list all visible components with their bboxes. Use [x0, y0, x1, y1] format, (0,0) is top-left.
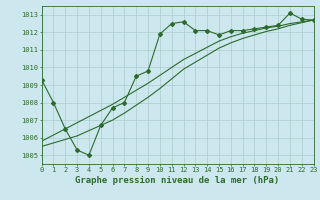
- X-axis label: Graphe pression niveau de la mer (hPa): Graphe pression niveau de la mer (hPa): [76, 176, 280, 185]
